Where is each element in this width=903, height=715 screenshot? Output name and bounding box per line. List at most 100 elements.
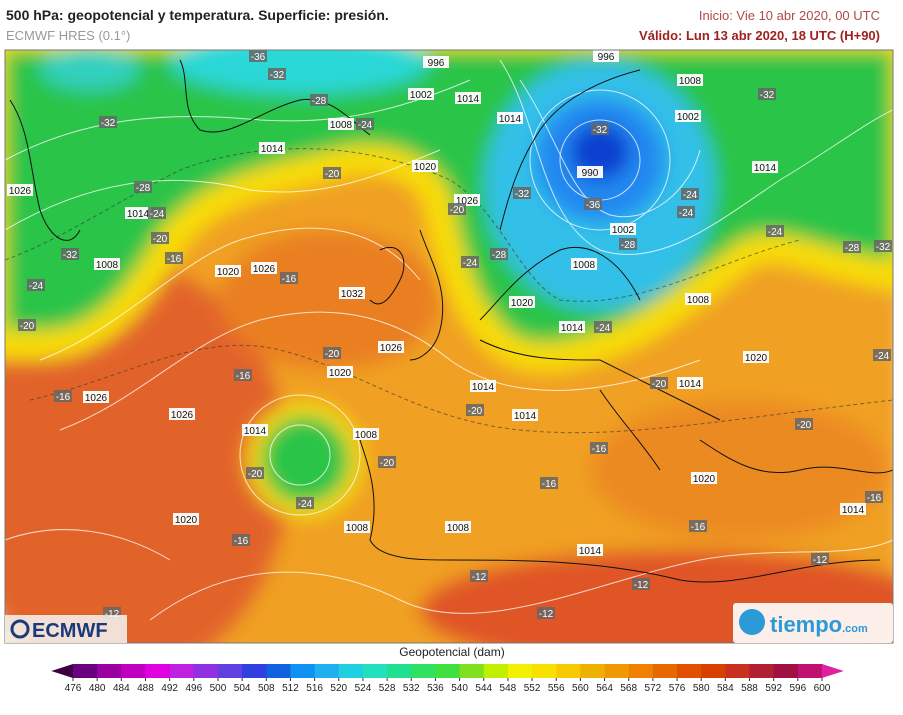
pressure-label-box [408, 88, 434, 100]
colorbar-cell [217, 664, 243, 678]
map: -36 -32 996 996 1008 -32 -28 1002 1014 1002 -32 100… [5, 50, 893, 643]
temperature-label: -32 [760, 90, 775, 101]
colorbar-cell [628, 664, 654, 678]
temperature-label-box [490, 248, 508, 260]
temperature-label-box [843, 241, 861, 253]
pressure-label-box [445, 521, 471, 533]
temperature-label-box [540, 477, 558, 489]
tiempo-logo: tiempo.com [733, 603, 893, 643]
pressure-label-box [327, 366, 353, 378]
temperature-label-box [650, 377, 668, 389]
temperature-label-box [280, 272, 298, 284]
colorbar-arrow [822, 664, 844, 678]
temperature-label-box [378, 456, 396, 468]
pressure-label-box [752, 161, 778, 173]
pressure-label: 1020 [217, 267, 240, 278]
pressure-label: 1014 [561, 323, 584, 334]
pressure-label: 1002 [677, 112, 700, 123]
colorbar-cell [387, 664, 412, 678]
colorbar-label: 592 [765, 683, 782, 694]
temperature-label: -24 [768, 227, 783, 238]
colorbar-label: 584 [717, 683, 734, 694]
pressure-label-box [470, 380, 496, 392]
temperature-label-box [470, 570, 488, 582]
temperature-label-box [590, 442, 608, 454]
temperature-label: -24 [29, 281, 44, 292]
pressure-label: 1014 [127, 209, 150, 220]
colorbar-cell [193, 664, 219, 678]
temperature-label: -16 [234, 536, 249, 547]
colorbar-label: 528 [379, 683, 396, 694]
temperature-label-box [296, 497, 314, 509]
pressure-label-box [675, 110, 701, 122]
colorbar-label: 540 [451, 683, 468, 694]
temperature-label: -36 [251, 52, 266, 63]
colorbar-cell [725, 664, 751, 678]
pressure-label-box [677, 74, 703, 86]
colorbar-cell [73, 664, 98, 678]
colorbar-label: 560 [572, 683, 589, 694]
pressure-label: 1008 [679, 76, 702, 87]
colorbar-cell [483, 664, 509, 678]
colorbar-label: 476 [65, 683, 82, 694]
colorbar-label: 572 [645, 683, 662, 694]
pressure-label-box [685, 293, 711, 305]
pressure-label: 1014 [499, 114, 522, 125]
pressure-label: 1014 [754, 163, 777, 174]
temperature-label-box [811, 553, 829, 565]
pressure-label: 1026 [171, 410, 194, 421]
colorbar-label: 580 [693, 683, 710, 694]
pressure-label-box [509, 296, 535, 308]
temperature-label: -24 [298, 499, 313, 510]
temperature-label: -16 [592, 444, 607, 455]
temperature-label-box [356, 118, 374, 130]
temperature-label-box [865, 491, 883, 503]
colorbar-cell [362, 664, 388, 678]
pressure-label-box [497, 112, 523, 124]
start-time: Inicio: Vie 10 abr 2020, 00 UTC [699, 8, 880, 23]
colorbar-cell [580, 664, 606, 678]
colorbar-arrow [51, 664, 73, 678]
pressure-label-box [215, 265, 241, 277]
temperature-label-box [134, 181, 152, 193]
pressure-label-box [94, 258, 120, 270]
colorbar-cell [266, 664, 291, 678]
colorbar-label: 496 [185, 683, 202, 694]
temperature-label-box [591, 123, 609, 135]
colorbar-label: 596 [789, 683, 806, 694]
colorbar-label: 504 [234, 683, 251, 694]
temperature-label-box [249, 50, 267, 62]
pressure-label-box [339, 287, 365, 299]
pressure-label: 1008 [330, 120, 353, 131]
pressure-label: 1020 [693, 474, 716, 485]
pressure-label: 1014 [472, 382, 495, 393]
temperature-label: -12 [539, 609, 554, 620]
colorbar-label: 520 [330, 683, 347, 694]
pressure-label: 1026 [456, 196, 479, 207]
pressure-label: 1026 [85, 393, 108, 404]
temperature-label: -32 [515, 189, 530, 200]
pressure-label: 1008 [573, 260, 596, 271]
temperature-label-box [310, 94, 328, 106]
temperature-label: -24 [679, 208, 694, 219]
temperature-label-box [323, 167, 341, 179]
pressure-label: 996 [428, 58, 445, 69]
temperature-label-box [766, 225, 784, 237]
temperature-label: -28 [136, 183, 151, 194]
temperature-label: -32 [876, 242, 891, 253]
temperature-label: -20 [797, 420, 812, 431]
temperature-label: -12 [813, 555, 828, 566]
pressure-label: 1014 [579, 546, 602, 557]
pressure-label: 1020 [329, 368, 352, 379]
colorbar-label: 508 [258, 683, 275, 694]
temperature-label: -32 [101, 118, 116, 129]
temperature-label-box [268, 68, 286, 80]
colorbar-label: 600 [814, 683, 831, 694]
colorbar-cell [556, 664, 581, 678]
temperature-label: -12 [105, 609, 120, 620]
pressure-label-box [412, 160, 438, 172]
temperature-label: -28 [621, 240, 636, 251]
temperature-label-box [99, 116, 117, 128]
colorbar-label: 544 [475, 683, 492, 694]
valid-time: Válido: Lun 13 abr 2020, 18 UTC (H+90) [639, 28, 880, 43]
